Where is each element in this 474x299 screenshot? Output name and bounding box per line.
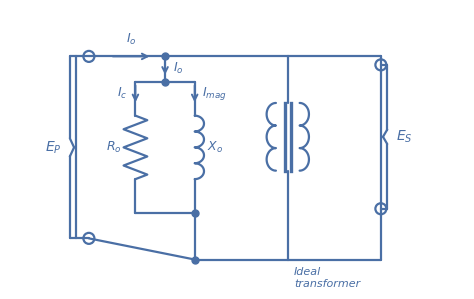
Text: $I_c$: $I_c$: [118, 86, 128, 101]
Text: $I_o$: $I_o$: [126, 32, 137, 47]
Text: $E_P$: $E_P$: [45, 139, 61, 155]
Text: Ideal
transformer: Ideal transformer: [294, 267, 360, 289]
Text: $R_o$: $R_o$: [106, 140, 121, 155]
Text: $I_{mag}$: $I_{mag}$: [202, 85, 227, 102]
Text: $E_S$: $E_S$: [396, 129, 412, 145]
Text: $I_o$: $I_o$: [173, 60, 183, 76]
Text: $X_o$: $X_o$: [207, 140, 223, 155]
